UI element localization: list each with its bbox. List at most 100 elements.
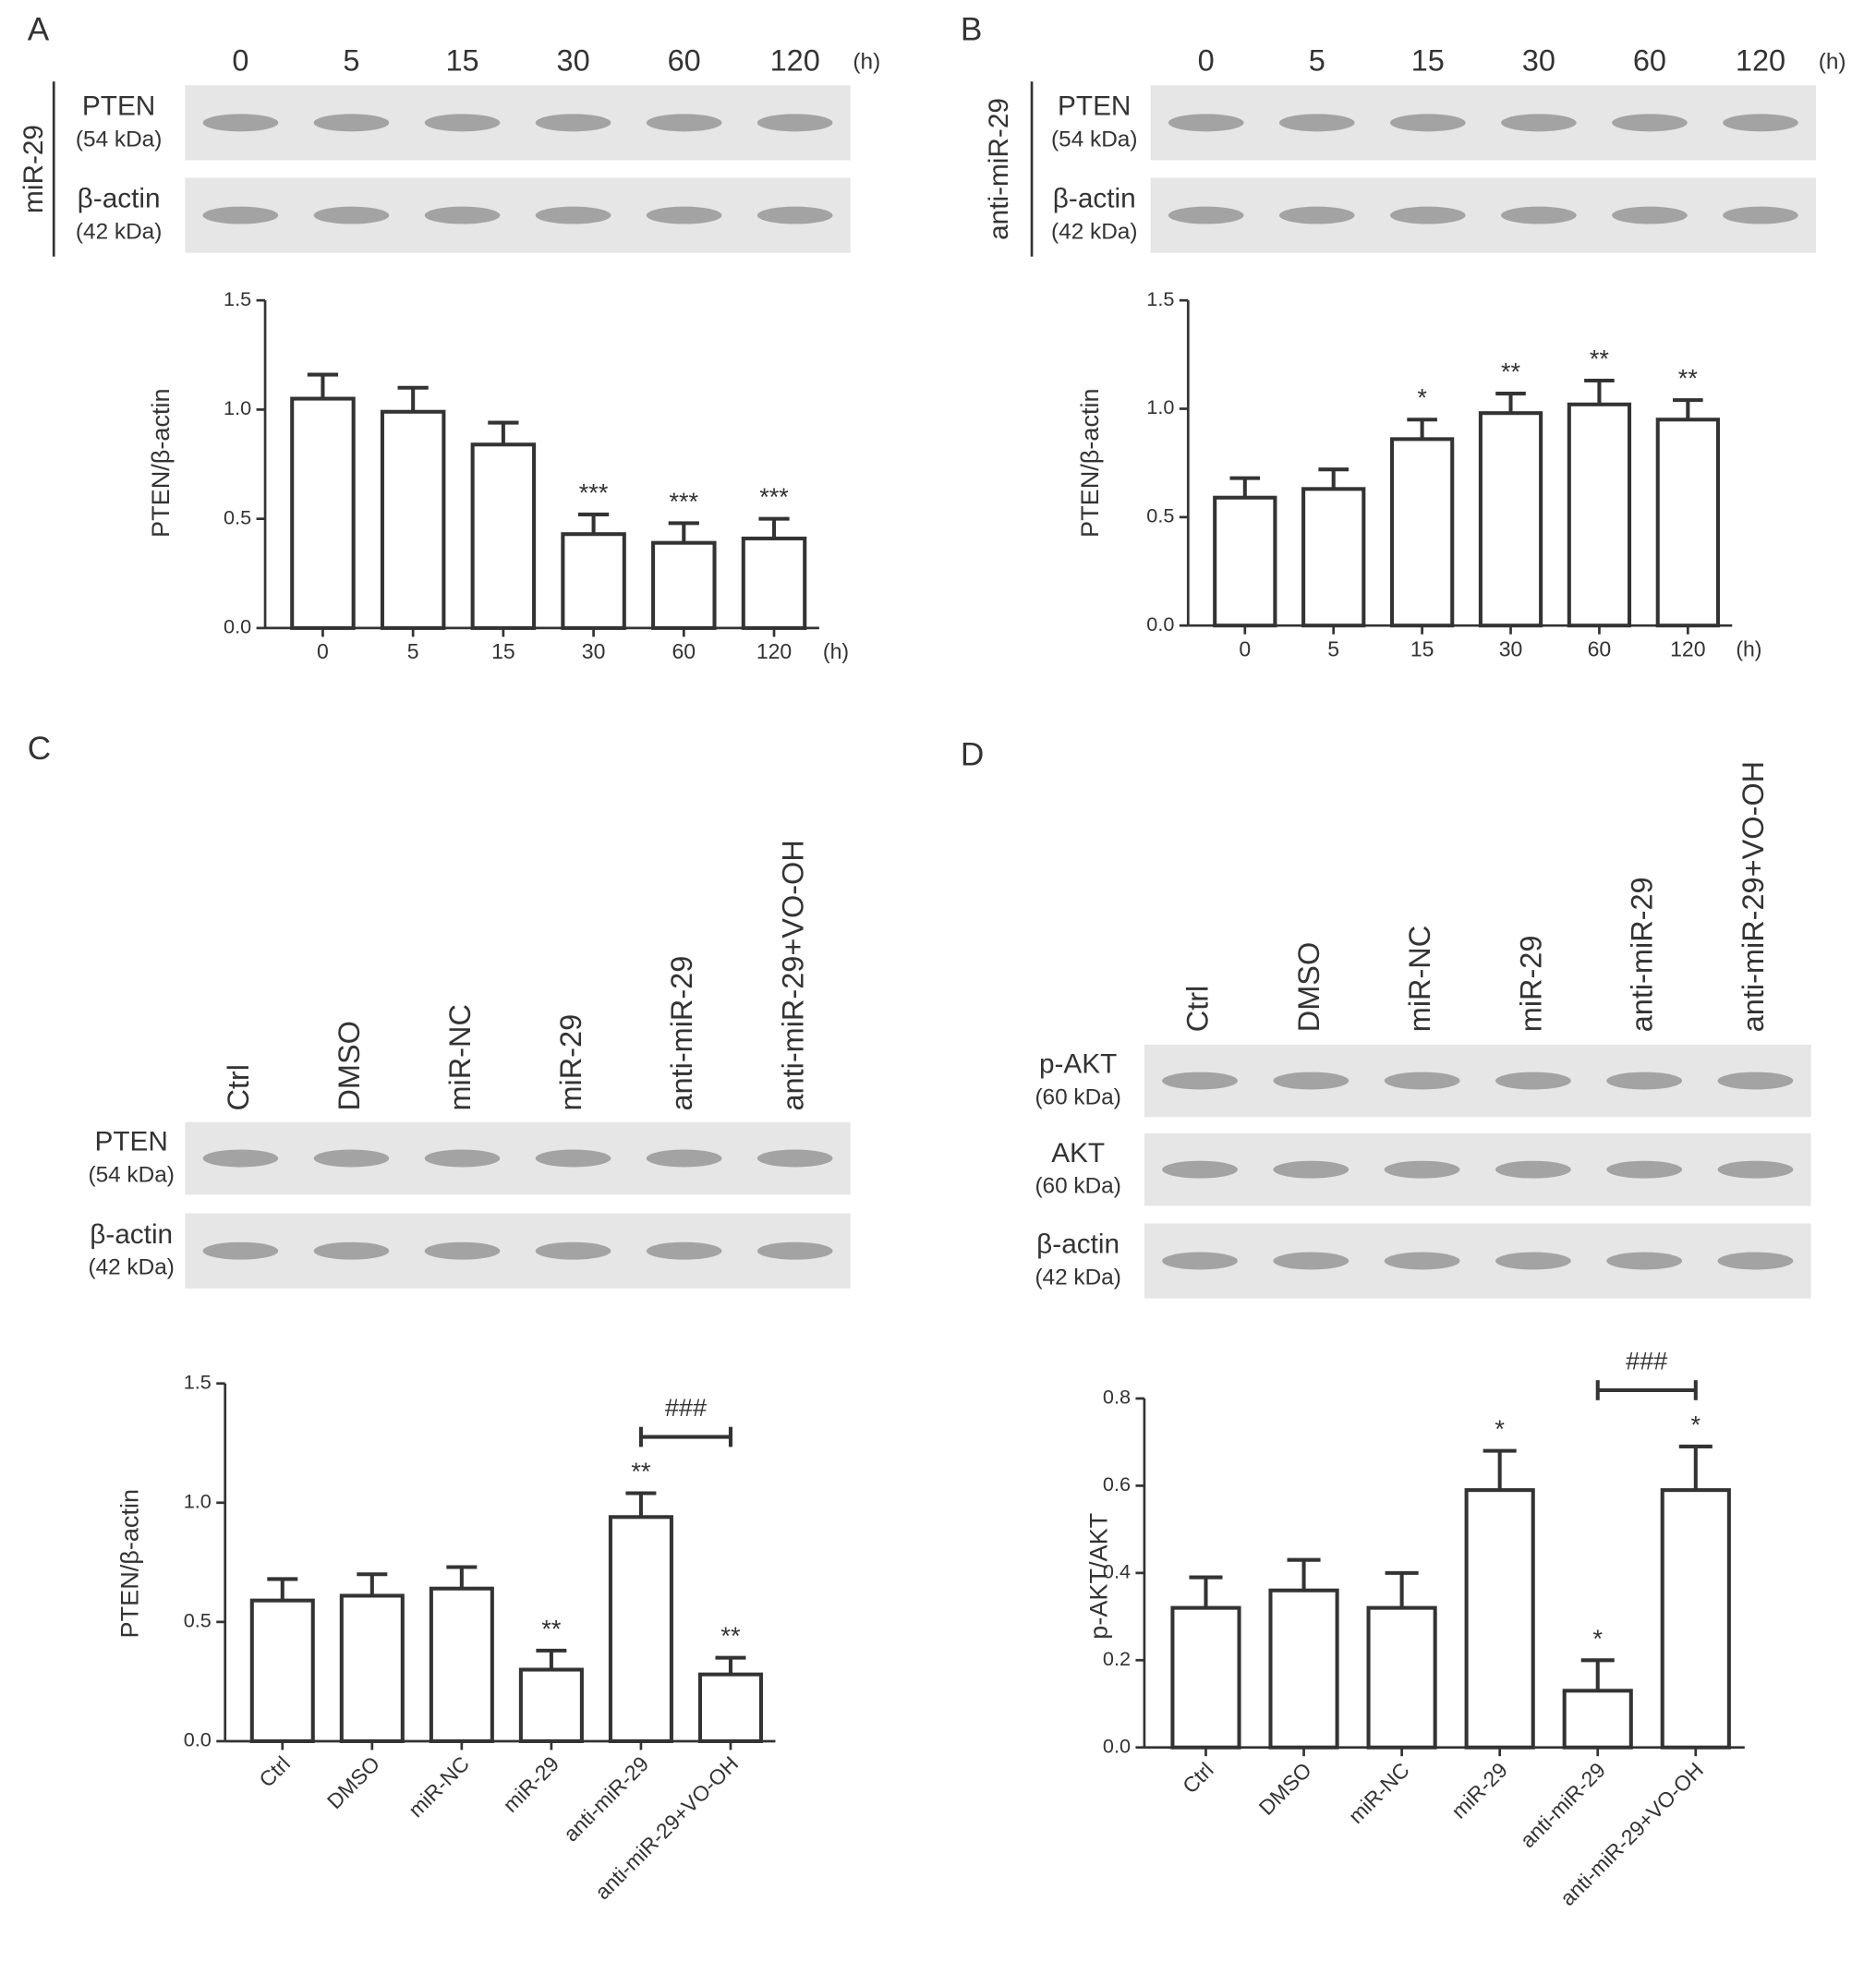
bar (470, 442, 537, 630)
y-tick-label: 0.4 (1103, 1560, 1131, 1583)
band (646, 114, 722, 132)
band (1162, 1160, 1238, 1179)
band (424, 1241, 501, 1260)
band (1606, 1072, 1683, 1090)
y-tick-label: 1.0 (224, 396, 251, 419)
protein-label: PTEN (82, 91, 155, 121)
significance: *** (579, 478, 609, 506)
lane-label: 15 (445, 43, 478, 77)
protein-label: p-AKT (1039, 1049, 1117, 1080)
lane-label: anti-miR-29 (665, 956, 698, 1111)
x-tick-label: Ctrl (254, 1751, 295, 1792)
x-tick-label: anti-miR-29 (1516, 1758, 1610, 1852)
lane-label: 60 (1633, 43, 1666, 77)
lane-label: miR-NC (443, 1004, 477, 1110)
panel-label: D (961, 737, 984, 773)
panel-label: C (28, 731, 51, 767)
band (1389, 206, 1466, 224)
lane-label: miR-29 (554, 1014, 587, 1111)
y-tick-label: 0.5 (184, 1609, 212, 1632)
band (646, 1149, 722, 1168)
blot-strip (185, 1213, 851, 1289)
lane-label: anti-miR-29 (1626, 877, 1659, 1032)
bracket-label: ### (665, 1393, 707, 1422)
lane-label: 120 (1736, 43, 1785, 77)
y-tick-label: 1.5 (224, 287, 251, 310)
lane-unit: (h) (853, 49, 880, 74)
protein-label: β-actin (1053, 184, 1136, 214)
y-tick-label: 1.5 (1146, 287, 1174, 310)
y-tick-label: 0.8 (1103, 1386, 1131, 1409)
y-axis-label: p-AKT/AKT (1084, 1513, 1113, 1640)
band (313, 1241, 390, 1260)
lane-label: DMSO (333, 1021, 366, 1110)
y-tick-label: 1.0 (1146, 395, 1174, 418)
y-tick-label: 0.0 (1103, 1734, 1131, 1757)
lane-unit: (h) (1819, 49, 1846, 74)
band (756, 1149, 833, 1168)
x-tick-label: miR-NC (404, 1751, 474, 1822)
x-tick-label: miR-29 (498, 1751, 563, 1817)
band (1717, 1252, 1794, 1270)
band (535, 206, 611, 224)
x-tick-label: miR-29 (1446, 1758, 1512, 1823)
significance: * (1691, 1410, 1701, 1438)
x-unit: (h) (823, 639, 849, 663)
y-tick-label: 0.5 (224, 505, 251, 528)
bar (1660, 1488, 1731, 1750)
significance: * (1592, 1624, 1603, 1653)
bar (518, 1667, 584, 1743)
y-tick-label: 0.5 (1146, 504, 1174, 527)
x-tick-label: DMSO (1254, 1758, 1316, 1820)
blot-strip (1150, 85, 1817, 161)
panel-label: B (961, 11, 982, 47)
bar (339, 1593, 405, 1743)
bar (1213, 495, 1277, 628)
significance: ** (1590, 344, 1610, 372)
band (646, 1241, 722, 1260)
protein-size: (54 kDa) (76, 127, 162, 151)
band (1389, 114, 1466, 132)
band (1495, 1160, 1571, 1179)
blot-strip (185, 177, 851, 253)
x-tick-label: anti-miR-29 (559, 1751, 653, 1846)
band (646, 206, 722, 224)
band (202, 206, 279, 224)
lane-label: 0 (1198, 43, 1215, 77)
bar (1268, 1588, 1339, 1750)
bar (380, 409, 446, 630)
band (202, 1149, 279, 1168)
lane-label: DMSO (1292, 942, 1325, 1032)
band (313, 114, 390, 132)
band (424, 114, 501, 132)
bar (1655, 418, 1720, 628)
band (756, 1241, 833, 1260)
bar (1567, 402, 1632, 628)
x-tick-label: 120 (756, 639, 792, 663)
y-tick-label: 0.6 (1103, 1472, 1131, 1496)
x-tick-label: miR-NC (1344, 1758, 1414, 1828)
lane-label: 5 (1309, 43, 1325, 77)
bar (697, 1672, 763, 1743)
band (1723, 206, 1798, 224)
protein-size: (60 kDa) (1035, 1084, 1120, 1109)
x-tick-label: 5 (1327, 636, 1339, 660)
protein-label: β-actin (1036, 1229, 1120, 1260)
x-tick-label: DMSO (322, 1751, 384, 1813)
group-label: anti-miR-29 (984, 98, 1014, 240)
protein-label: PTEN (94, 1127, 167, 1157)
protein-size: (42 kDa) (88, 1255, 174, 1280)
lane-label: anti-miR-29+VO-OH (776, 840, 809, 1110)
y-tick-label: 0.2 (1103, 1647, 1131, 1670)
x-tick-label: 0 (317, 639, 329, 663)
significance: ** (1501, 357, 1521, 386)
protein-size: (54 kDa) (1051, 127, 1137, 151)
bar (651, 540, 717, 630)
band (1278, 114, 1355, 132)
bar (1301, 487, 1366, 628)
y-axis-label: PTEN/β-actin (146, 388, 175, 538)
x-tick-label: 60 (1588, 636, 1612, 660)
band (1273, 1160, 1350, 1179)
